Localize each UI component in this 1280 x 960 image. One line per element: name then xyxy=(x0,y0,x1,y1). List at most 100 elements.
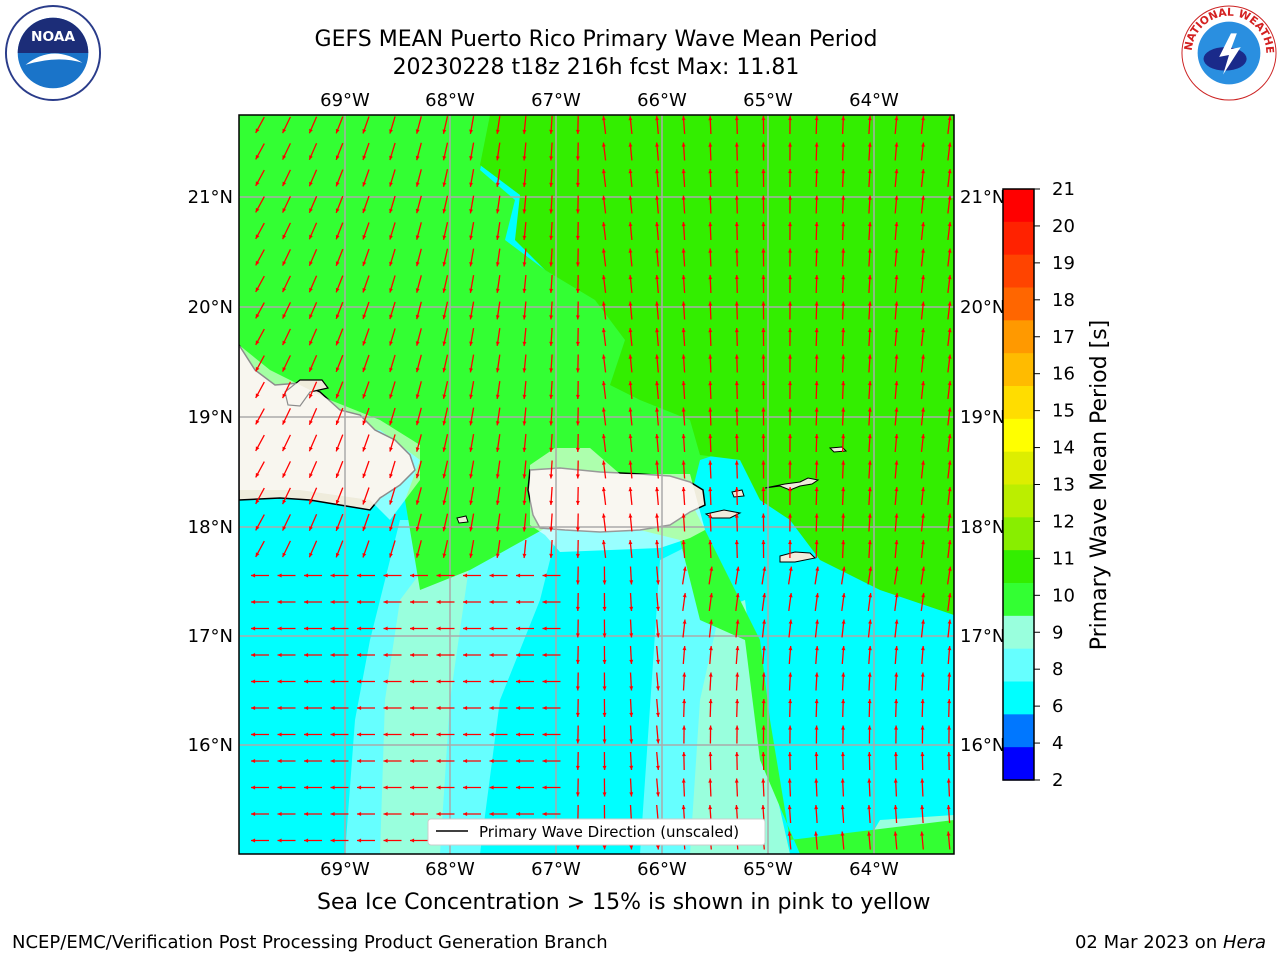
wave-arrow-head xyxy=(788,593,793,598)
lon-label-bottom-64: 64°W xyxy=(849,859,899,880)
wave-arrow-head xyxy=(601,301,606,306)
wave-arrow-head xyxy=(335,526,340,531)
colorbar-segment xyxy=(1003,484,1034,518)
wave-arrow-head xyxy=(304,626,309,631)
wave-arrow-head xyxy=(362,367,367,372)
wave-arrow-head xyxy=(946,831,951,836)
colorbar-segment xyxy=(1003,583,1034,617)
colorbar-segment xyxy=(1003,386,1034,420)
wave-arrow-head xyxy=(708,328,713,333)
wave-arrow-head xyxy=(309,340,313,346)
wave-arrow-head xyxy=(330,732,335,737)
lon-label-bottom-66: 66°W xyxy=(637,859,687,880)
wave-arrow-head xyxy=(921,646,925,651)
wave-arrow-head xyxy=(840,778,845,783)
colorbar-segment xyxy=(1003,747,1034,781)
wave-arrow-head xyxy=(575,792,580,797)
wave-arrow-head xyxy=(282,314,287,319)
wave-arrow-head xyxy=(277,785,282,790)
wave-arrow-head xyxy=(383,653,388,657)
wave-arrow-head xyxy=(251,838,256,843)
wave-arrow-head xyxy=(542,679,547,684)
wave-arrow-head xyxy=(947,566,952,571)
wave-arrow-head xyxy=(735,646,740,651)
wave-arrow-head xyxy=(389,129,393,134)
wave-arrow-head xyxy=(442,155,447,161)
wave-arrow-head xyxy=(335,261,340,266)
wave-arrow-head xyxy=(814,805,819,810)
wave-arrow-head xyxy=(255,154,260,160)
wave-arrow-head xyxy=(921,566,926,571)
wave-arrow-head xyxy=(309,128,313,134)
wave-arrow-head xyxy=(602,765,607,770)
wave-arrow-head xyxy=(814,142,819,147)
wave-arrow-head xyxy=(947,619,952,624)
wave-arrow-head xyxy=(442,420,447,426)
wave-arrow-head xyxy=(841,301,846,306)
wave-arrow-head xyxy=(761,381,766,386)
wave-arrow-head xyxy=(947,381,952,386)
wave-arrow-head xyxy=(357,759,362,763)
wave-arrow-head xyxy=(436,573,441,578)
wave-arrow-head xyxy=(841,593,846,598)
wave-arrow-head xyxy=(788,566,793,571)
wave-arrow-head xyxy=(656,792,660,797)
wave-arrow-head xyxy=(282,552,287,558)
wave-arrow-head xyxy=(330,838,335,843)
wave-arrow-head xyxy=(410,573,415,578)
wave-arrow-head xyxy=(947,407,952,412)
wave-arrow-head xyxy=(516,732,521,737)
wave-arrow-head xyxy=(335,420,340,425)
wave-arrow-head xyxy=(734,513,739,518)
wave-arrow-head xyxy=(709,593,714,598)
wave-arrow-head xyxy=(415,235,420,240)
wave-arrow-head xyxy=(814,248,819,253)
wave-arrow-head xyxy=(814,778,819,783)
wave-arrow-head xyxy=(920,725,925,730)
wave-arrow-head xyxy=(282,420,287,425)
wave-arrow-head xyxy=(761,407,766,412)
wave-arrow-head xyxy=(867,116,872,121)
wave-arrow-head xyxy=(867,540,872,545)
wave-arrow-head xyxy=(681,354,686,359)
wave-arrow-head xyxy=(362,314,367,319)
wave-arrow-head xyxy=(841,248,846,253)
wave-arrow-head xyxy=(522,315,527,320)
wave-arrow-head xyxy=(330,785,335,790)
wave-arrow-head xyxy=(309,473,313,478)
wave-arrow-head xyxy=(841,116,846,121)
wave-arrow-head xyxy=(357,706,362,710)
wave-arrow-head xyxy=(947,195,952,200)
wave-arrow-head xyxy=(655,195,659,200)
wave-arrow-head xyxy=(522,235,527,240)
wave-arrow-head xyxy=(867,831,871,836)
lat-label-right-19: 19°N xyxy=(960,407,1005,428)
wave-arrow-head xyxy=(357,626,362,631)
wave-arrow-head xyxy=(655,460,659,465)
wave-arrow-head xyxy=(389,155,393,161)
wave-arrow-head xyxy=(469,368,473,373)
wave-arrow-head xyxy=(463,679,468,684)
wave-arrow-head xyxy=(495,421,500,426)
wave-arrow-head xyxy=(708,142,713,147)
wave-arrow-head xyxy=(549,527,554,532)
wave-arrow-head xyxy=(516,626,521,631)
wave-arrow-head xyxy=(709,619,713,624)
wave-arrow-head xyxy=(309,526,313,531)
wave-arrow-head xyxy=(921,513,925,518)
wave-arrow-head xyxy=(735,725,739,730)
wave-arrow-head xyxy=(867,407,872,412)
wave-arrow-head xyxy=(575,474,580,479)
wave-arrow-head xyxy=(708,222,713,227)
wave-arrow-head xyxy=(255,525,260,531)
wave-arrow-head xyxy=(947,169,952,174)
wave-arrow-head xyxy=(921,593,926,598)
sea-ice-note: Sea Ice Concentration > 15% is shown in … xyxy=(317,890,931,915)
wave-arrow-head xyxy=(655,354,659,359)
wave-arrow-head xyxy=(436,706,441,710)
wave-arrow-head xyxy=(602,739,607,744)
wave-arrow-head xyxy=(761,275,766,280)
wave-arrow-head xyxy=(656,712,660,717)
wave-arrow-head xyxy=(920,805,925,810)
wave-arrow-head xyxy=(383,626,388,631)
